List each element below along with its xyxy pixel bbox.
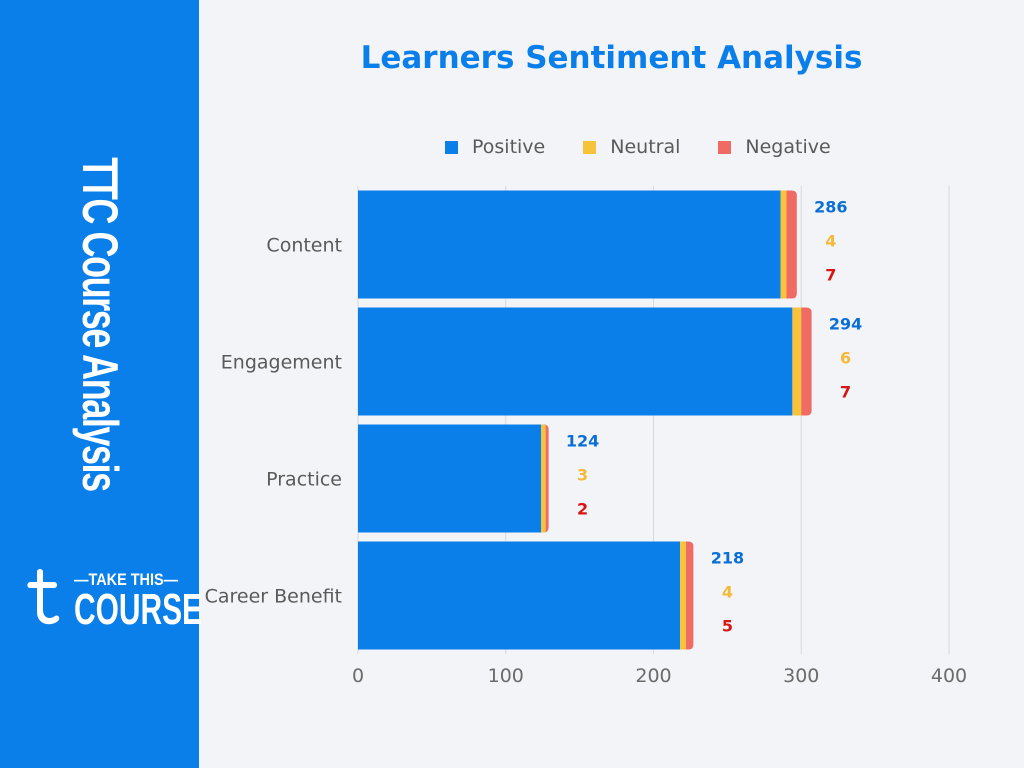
category-label-engagement: Engagement (221, 352, 342, 374)
logo-line2: COURSE (74, 585, 203, 634)
legend-positive-label: Positive (472, 136, 546, 158)
bar-engagement-positive (358, 307, 793, 416)
legend-positive-swatch (445, 140, 458, 154)
legend-negative: Negative (718, 136, 831, 158)
data-label-content-neutral: 4 (825, 232, 836, 251)
data-label-practice-positive: 124 (566, 432, 599, 451)
category-label-career-benefit: Career Benefit (205, 586, 342, 608)
x-tick-label-100: 100 (488, 665, 524, 687)
data-label-engagement-negative: 7 (840, 383, 851, 402)
data-label-career-benefit-negative: 5 (722, 617, 733, 636)
data-label-practice-negative: 2 (577, 500, 588, 519)
bar-career-benefit-neutral (680, 541, 687, 650)
data-label-content-positive: 286 (814, 198, 847, 217)
bar-content-negative (786, 190, 797, 299)
category-label-practice: Practice (266, 469, 342, 491)
data-label-engagement-positive: 294 (829, 315, 862, 334)
bar-engagement-neutral (792, 307, 802, 416)
bar-career-benefit-negative (686, 541, 694, 650)
sidebar: TTC Course Analysis —TAKE THIS— COURSE (0, 0, 202, 768)
bar-practice-positive (358, 424, 542, 533)
x-tick-label-200: 200 (635, 665, 671, 687)
legend-positive: Positive (445, 136, 545, 158)
category-label-content: Content (266, 235, 342, 257)
x-tick-label-300: 300 (783, 665, 819, 687)
data-label-career-benefit-neutral: 4 (722, 583, 733, 602)
take-this-course-logo: —TAKE THIS— COURSE (24, 566, 202, 636)
x-tick-label-400: 400 (931, 665, 967, 687)
data-label-engagement-neutral: 6 (840, 349, 851, 368)
data-label-content-negative: 7 (825, 266, 836, 285)
t-logo-icon (27, 569, 60, 625)
chart-title: Learners Sentiment Analysis (360, 40, 863, 76)
legend: Positive Neutral Negative (445, 136, 831, 158)
bar-content-positive (358, 190, 781, 299)
data-label-career-benefit-positive: 218 (711, 549, 744, 568)
logo-line1: —TAKE THIS— (74, 570, 179, 589)
bar-content-neutral (780, 190, 787, 299)
x-tick-label-0: 0 (352, 665, 364, 687)
data-label-practice-neutral: 3 (577, 466, 588, 485)
legend-negative-label: Negative (745, 136, 831, 158)
bar-engagement-negative (801, 307, 812, 416)
legend-neutral-swatch (583, 140, 597, 154)
bar-practice-neutral (541, 424, 546, 533)
legend-neutral-label: Neutral (610, 136, 681, 158)
legend-neutral: Neutral (583, 136, 680, 158)
bar-practice-negative (543, 424, 549, 533)
bar-career-benefit-positive (358, 541, 681, 650)
legend-negative-swatch (718, 140, 732, 154)
